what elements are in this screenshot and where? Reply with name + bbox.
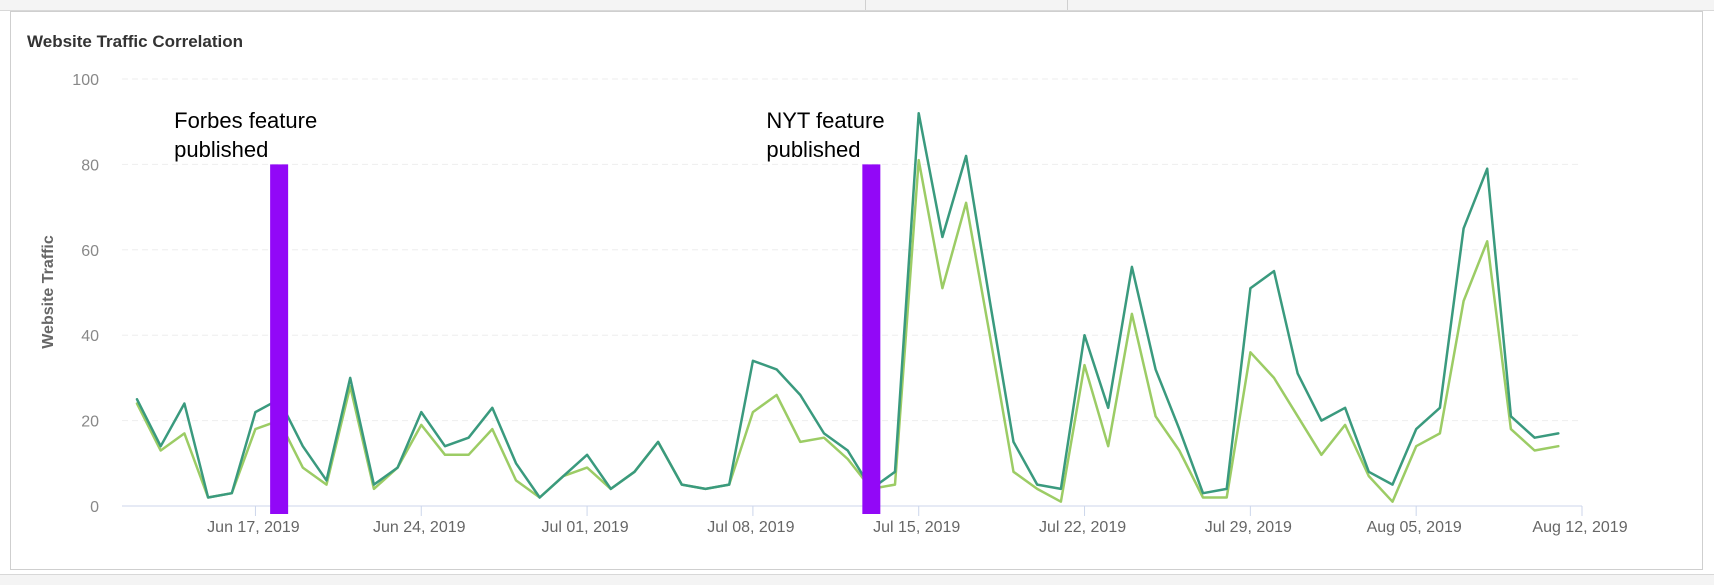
x-tick-label: Jul 01, 2019 — [541, 519, 628, 536]
chart-card: Website Traffic Correlation — [10, 11, 1703, 570]
annotation-label: published — [174, 137, 268, 162]
x-tick-label: Jul 08, 2019 — [707, 519, 794, 536]
x-tick-label: Aug 12, 2019 — [1532, 519, 1627, 536]
x-tick-label: Jun 24, 2019 — [373, 519, 466, 536]
y-tick-label: 80 — [81, 157, 99, 174]
chart-title: Website Traffic Correlation — [27, 32, 244, 51]
annotation-label: NYT feature — [766, 108, 884, 133]
annotation-label: Forbes feature — [174, 108, 317, 133]
series-line — [135, 158, 1560, 503]
frame-divider — [1067, 0, 1068, 10]
x-tick-label: Jul 15, 2019 — [873, 519, 960, 536]
x-tick-label: Aug 05, 2019 — [1367, 519, 1462, 536]
x-tick-label: Jul 22, 2019 — [1039, 519, 1126, 536]
bottom-frame-strip — [0, 574, 1714, 585]
x-tick-label: Jun 17, 2019 — [207, 519, 300, 536]
y-axis-title: Website Traffic — [40, 235, 57, 349]
y-tick-label: 0 — [90, 499, 99, 516]
annotation-bar — [270, 164, 289, 514]
series-line — [135, 111, 1560, 499]
top-frame-strip — [0, 0, 1714, 11]
annotation-bar — [862, 164, 881, 514]
y-tick-label: 40 — [81, 328, 99, 345]
annotation-label: published — [766, 137, 860, 162]
y-tick-label: 20 — [81, 414, 99, 431]
x-tick-label: Jul 29, 2019 — [1205, 519, 1292, 536]
y-tick-label: 100 — [72, 72, 99, 89]
y-tick-label: 60 — [81, 243, 99, 260]
frame-divider — [865, 0, 866, 10]
